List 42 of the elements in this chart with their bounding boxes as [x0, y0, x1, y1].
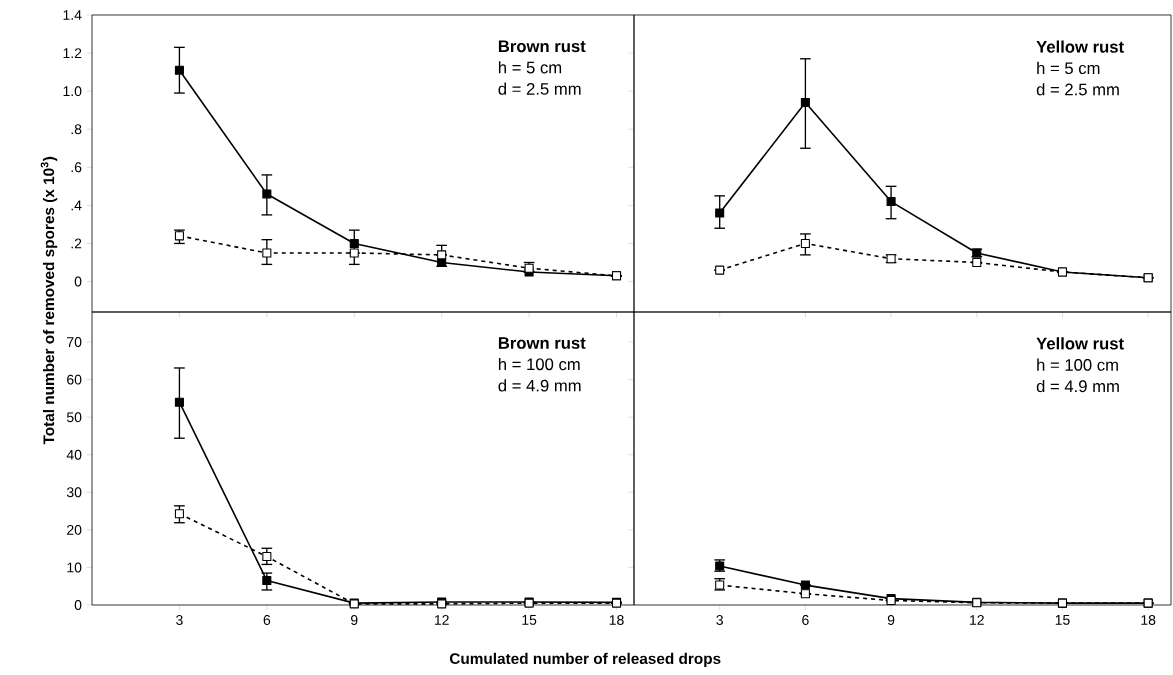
- y-tick-label: 1.4: [63, 10, 82, 20]
- annotation: h = 5 cm: [1037, 61, 1100, 75]
- y-tick-label: 60: [67, 374, 82, 385]
- annotation: Yellow rust: [1036, 40, 1124, 53]
- y-tick-label: 0: [74, 276, 82, 287]
- y-tick-label: 40: [66, 449, 82, 460]
- y-tick-label: 30: [66, 487, 82, 498]
- y-tick-label: 1.2: [63, 48, 82, 58]
- annotation: h = 5 cm: [498, 61, 562, 74]
- y-tick-label: 50: [66, 412, 82, 423]
- x-tick-label: 15: [522, 615, 537, 625]
- x-tick-label: 9: [351, 615, 358, 625]
- y-tick-label: .6: [71, 162, 82, 173]
- y-tick-label: 1.0: [63, 86, 82, 97]
- y-tick-label: 10: [67, 562, 82, 573]
- x-tick-label: 12: [434, 615, 449, 625]
- x-tick-label: 12: [970, 615, 984, 625]
- x-tick-label: 18: [609, 615, 624, 625]
- annotation: d = 4.9 mm: [1036, 379, 1119, 393]
- y-tick-label: 70: [67, 337, 82, 348]
- annotation: Yellow rust: [1036, 337, 1124, 350]
- x-tick-label: 15: [1055, 615, 1070, 625]
- y-tick-label: 0: [74, 600, 82, 610]
- x-tick-label: 18: [1141, 615, 1156, 625]
- x-tick-label: 9: [887, 615, 895, 625]
- x-axis-title: Cumulated number of released drops: [449, 652, 721, 668]
- y-tick-label: .2: [71, 238, 82, 249]
- annotation: h = 100 cm: [498, 357, 580, 371]
- annotation: d = 4.9 mm: [498, 379, 581, 392]
- x-tick-label: 6: [263, 615, 271, 625]
- y-tick-label: .4: [71, 200, 82, 211]
- annotation: d = 2.5 mm: [498, 82, 581, 95]
- annotation: h = 100 cm: [1037, 358, 1118, 371]
- y-tick-label: 20: [67, 524, 82, 535]
- y-tick-label: .8: [71, 124, 82, 135]
- y-axis-title: Total number of removed spores (x 10$^{3}$): [40, 156, 58, 445]
- x-tick-label: 3: [176, 615, 183, 625]
- x-tick-label: 6: [802, 615, 809, 625]
- annotation: Brown rust: [498, 40, 586, 53]
- annotation: Brown rust: [498, 337, 586, 349]
- x-tick-label: 3: [716, 615, 723, 625]
- annotation: d = 2.5 mm: [1036, 83, 1119, 96]
